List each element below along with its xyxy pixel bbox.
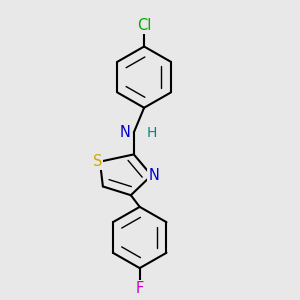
Text: Cl: Cl — [137, 18, 151, 33]
Text: N: N — [148, 168, 159, 183]
Text: H: H — [146, 125, 157, 140]
Text: N: N — [119, 125, 130, 140]
Text: F: F — [136, 281, 144, 296]
Text: S: S — [93, 154, 102, 169]
